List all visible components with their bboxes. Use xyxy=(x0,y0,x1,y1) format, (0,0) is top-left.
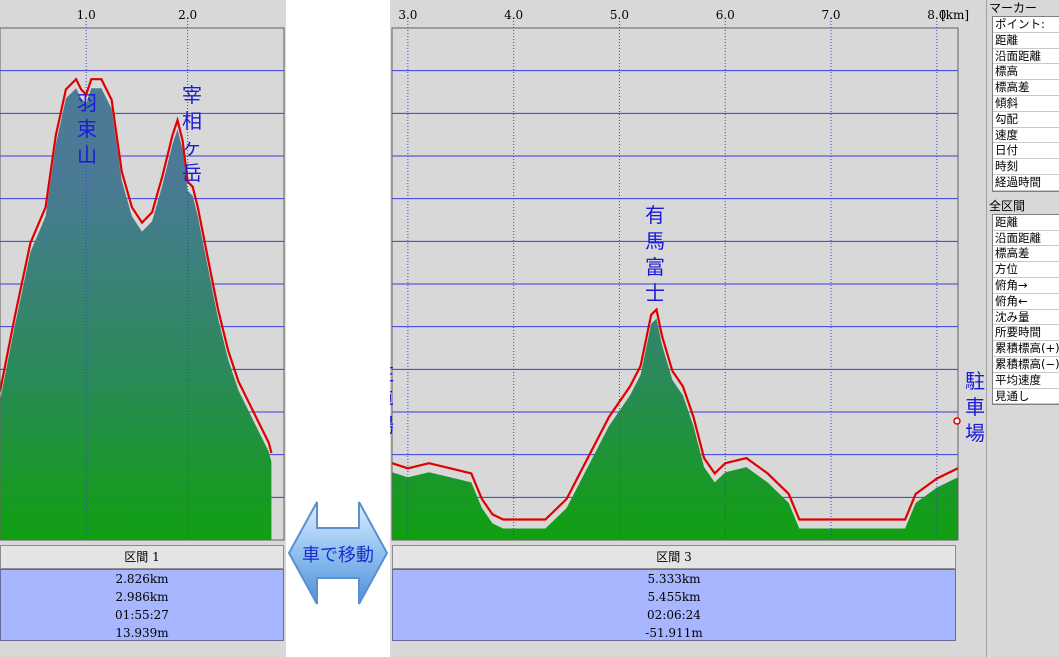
left-profile-panel: 1.02.0羽束山宰相ヶ岳香下寺 区間 1 2.826km 2.986km 01… xyxy=(0,0,286,657)
peak-annotation: 宰相ヶ岳 xyxy=(182,83,202,185)
total-info-item: 俯角← xyxy=(993,294,1059,310)
total-info-item: 俯角→ xyxy=(993,278,1059,294)
total-info-item: 距離 xyxy=(993,215,1059,231)
peak-annotation: 駐車場 xyxy=(390,361,394,437)
x-tick-label: 4.0 xyxy=(504,8,523,22)
segment-1-elevation: 13.939m xyxy=(115,626,169,640)
x-tick-label: 6.0 xyxy=(716,8,735,22)
marker-info-item: 距離 xyxy=(993,33,1059,49)
total-info-list: 距離 沿面距離 標高差 方位 俯角→ 俯角← 沈み量 所要時間 累積標高(+) 累積標高(−) 平均… xyxy=(992,213,1059,406)
peak-annotation: 駐車場 xyxy=(965,369,985,445)
x-tick-label: 3.0 xyxy=(398,8,417,22)
total-info-item: 見通し xyxy=(993,389,1059,405)
move-label-text: 車で移動 xyxy=(302,545,374,566)
x-tick-label: 1.0 xyxy=(77,8,96,22)
x-tick-label: 2.0 xyxy=(178,8,197,22)
x-unit-label: [km] xyxy=(941,8,969,22)
marker-info-item: 沿面距離 xyxy=(993,49,1059,65)
end-point-marker[interactable] xyxy=(953,417,961,425)
marker-info-item: 速度 xyxy=(993,128,1059,144)
segment-3-distance: 5.333km xyxy=(647,572,701,586)
segment-1-surface-distance: 2.986km xyxy=(115,590,169,604)
x-tick-label: 8.0 xyxy=(927,8,946,22)
total-info-item: 沈み量 xyxy=(993,310,1059,326)
segment-1-summary: 2.826km 2.986km 01:55:27 13.939m xyxy=(0,569,284,641)
segment-3-time: 02:06:24 xyxy=(647,608,701,622)
total-info-item: 累積標高(−) xyxy=(993,356,1059,373)
elevation-line xyxy=(0,77,273,454)
total-info-item: 標高差 xyxy=(993,246,1059,263)
marker-info-item: 勾配 xyxy=(993,112,1059,128)
marker-info-list: ポイント: 距離 沿面距離 標高 標高差 傾斜 勾配 速度 日付 時刻 経過時間 xyxy=(992,16,1059,192)
peak-annotation: 有馬富士 xyxy=(645,203,665,305)
total-section-title: 全区間 xyxy=(989,198,1026,213)
total-info-item: 平均速度 xyxy=(993,373,1059,389)
info-sidebar: マーカー ポイント: 距離 沿面距離 標高 標高差 傾斜 勾配 速度 日付 時刻 経過時間 全区間 … xyxy=(986,0,1059,657)
marker-info-item: 標高差 xyxy=(993,80,1059,96)
plot-frame xyxy=(391,27,959,541)
segment-3-summary: 5.333km 5.455km 02:06:24 -51.911m xyxy=(392,569,956,641)
elevation-area xyxy=(392,318,958,540)
segment-3-elevation: -51.911m xyxy=(645,626,703,640)
marker-info-item: 日付 xyxy=(993,143,1059,160)
plot-frame xyxy=(0,27,285,541)
double-arrow-icon: 車で移動 xyxy=(287,501,389,605)
segment-1-distance: 2.826km xyxy=(115,572,169,586)
total-info-item: 所要時間 xyxy=(993,325,1059,342)
marker-info-item: 傾斜 xyxy=(993,96,1059,112)
segment-1-time: 01:55:27 xyxy=(115,608,169,622)
marker-section-title: マーカー xyxy=(989,1,1038,15)
marker-info-item: 時刻 xyxy=(993,159,1059,175)
marker-info-item: 標高 xyxy=(993,64,1059,81)
segment-3-header[interactable]: 区間 3 xyxy=(392,545,956,569)
x-tick-label: 5.0 xyxy=(610,8,629,22)
marker-info-item: 経過時間 xyxy=(993,175,1059,191)
marker-info-item: ポイント: xyxy=(993,17,1059,33)
total-info-item: 方位 xyxy=(993,262,1059,278)
x-tick-label: 7.0 xyxy=(821,8,840,22)
peak-annotation: 羽束山 xyxy=(77,91,97,167)
elevation-area xyxy=(0,88,272,540)
segment-3-surface-distance: 5.455km xyxy=(647,590,701,604)
elevation-line xyxy=(391,307,959,521)
total-info-item: 累積標高(+) xyxy=(993,341,1059,357)
total-info-item: 沿面距離 xyxy=(993,231,1059,247)
segment-1-header[interactable]: 区間 1 xyxy=(0,545,284,569)
left-elevation-chart[interactable]: 1.02.0羽束山宰相ヶ岳香下寺 xyxy=(0,0,286,545)
